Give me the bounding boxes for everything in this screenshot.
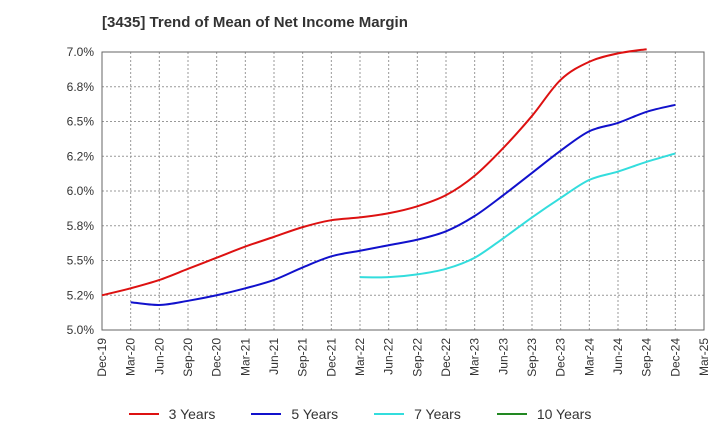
y-tick-label: 5.2% xyxy=(67,288,95,302)
legend-swatch-7-years xyxy=(374,413,405,415)
grid-layer xyxy=(101,51,705,331)
x-tick-label: Dec-22 xyxy=(439,338,453,377)
x-tick-label: Mar-20 xyxy=(124,338,138,376)
y-tick-label: 6.2% xyxy=(67,149,95,163)
plot-frame xyxy=(101,51,705,331)
legend-swatch-3-years xyxy=(128,413,159,415)
x-tick-label: Mar-24 xyxy=(582,338,596,376)
y-tick-label: 6.5% xyxy=(67,115,95,129)
y-tick-label: 5.8% xyxy=(67,219,95,233)
x-tick-label: Jun-22 xyxy=(382,338,396,375)
legend-label-3-years: 3 Years xyxy=(168,406,216,422)
x-tick-label: Mar-25 xyxy=(697,338,711,376)
x-tick-label: Sep-23 xyxy=(525,338,539,377)
x-tick-label: Jun-21 xyxy=(267,338,281,375)
series-line-3-years xyxy=(101,48,647,297)
x-tick-label: Sep-24 xyxy=(640,338,654,377)
x-tick-label: Dec-23 xyxy=(554,338,568,377)
y-tick-label: 5.5% xyxy=(67,254,95,268)
legend-swatch-10-years xyxy=(496,413,527,415)
legend-item-3-years: 3 Years xyxy=(128,406,216,422)
legend: 3 Years 5 Years 7 Years 10 Years xyxy=(0,406,720,422)
series-line-7-years xyxy=(359,152,676,279)
x-tick-label: Mar-23 xyxy=(468,338,482,376)
y-tick-label: 5.0% xyxy=(67,323,95,337)
x-tick-label: Mar-22 xyxy=(353,338,367,376)
legend-item-5-years: 5 Years xyxy=(251,406,338,422)
x-tick-label: Dec-21 xyxy=(324,338,338,377)
x-tick-label: Sep-21 xyxy=(296,338,310,377)
series-line-5-years xyxy=(130,103,676,306)
x-tick-label: Dec-19 xyxy=(95,338,109,377)
x-tick-label: Jun-23 xyxy=(496,338,510,375)
x-tick-label: Jun-24 xyxy=(611,338,625,375)
axis-layer: 5.0% 5.2% 5.5% 5.8% 6.0% 6.2% 6.5% 6.8% 7.0% Dec-… xyxy=(67,45,711,377)
y-tick-label: 6.0% xyxy=(67,184,95,198)
legend-label-7-years: 7 Years xyxy=(414,406,461,422)
x-tick-label: Dec-24 xyxy=(668,338,682,377)
x-tick-label: Mar-21 xyxy=(238,338,252,376)
x-tick-label: Sep-20 xyxy=(181,338,195,377)
x-tick-label: Dec-20 xyxy=(210,338,224,377)
legend-swatch-5-years xyxy=(251,413,282,415)
x-tick-label: Sep-22 xyxy=(410,338,424,377)
x-tick-label: Jun-20 xyxy=(152,338,166,375)
y-tick-label: 7.0% xyxy=(67,45,95,59)
legend-item-7-years: 7 Years xyxy=(374,406,461,422)
y-tick-label: 6.8% xyxy=(67,80,95,94)
legend-item-10-years: 10 Years xyxy=(496,406,592,422)
legend-label-5-years: 5 Years xyxy=(291,406,339,422)
series-layer xyxy=(101,48,676,306)
legend-label-10-years: 10 Years xyxy=(536,406,592,422)
chart-title: [3435] Trend of Mean of Net Income Margi… xyxy=(102,14,408,31)
